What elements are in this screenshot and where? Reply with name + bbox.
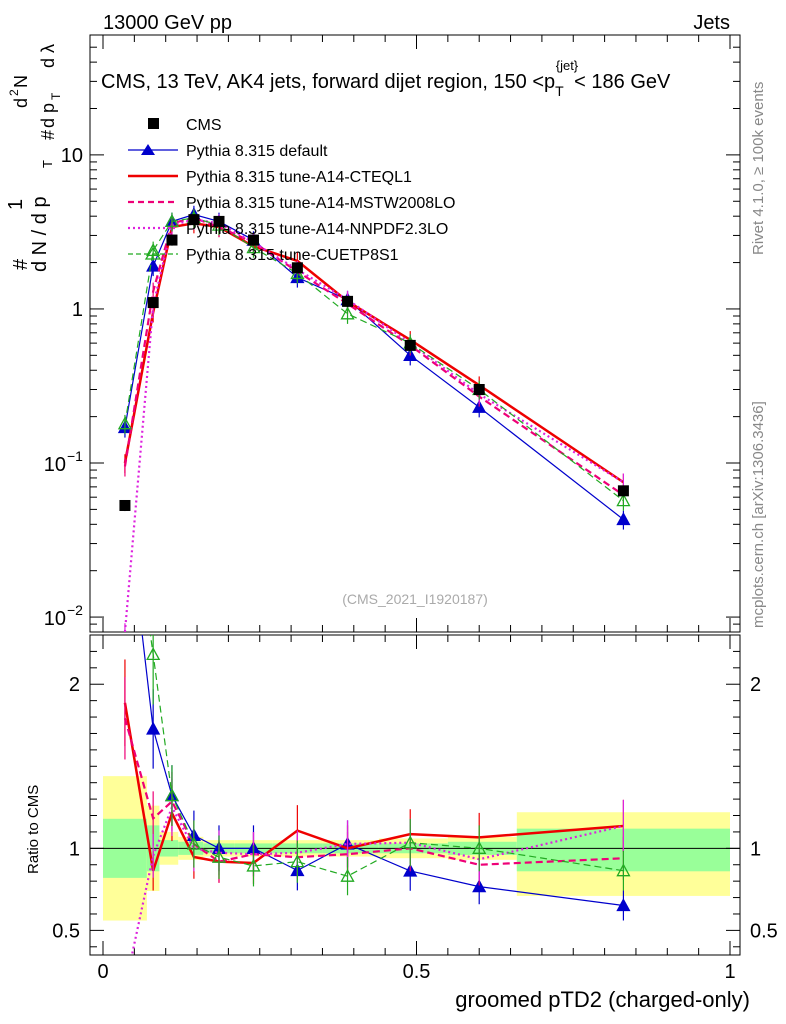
cms-data-point (473, 384, 485, 396)
chart-title: CMS, 13 TeV, AK4 jets, forward dijet reg… (101, 58, 671, 99)
ratio-y-tick-label-right-1: 1 (750, 838, 761, 860)
legend-default-label: Pythia 8.315 default (186, 143, 328, 160)
legend-entry-cms: CMS (148, 117, 222, 134)
y-label-one: 1 (5, 199, 27, 210)
cms-data-point (213, 215, 225, 227)
ratio-y-tick-label-right-2: 0.5 (750, 920, 778, 942)
legend-mstw-label: Pythia 8.315 tune-A14-MSTW2008LO (186, 195, 455, 212)
x-tick-label-2: 1 (724, 961, 735, 983)
main-point-cuetp8s1 (117, 416, 133, 430)
y-label-squared: 2 (7, 89, 21, 96)
cms-data-point (247, 234, 259, 246)
cms-data-point (166, 234, 178, 246)
y-label-dn-dpt: d N / d p (29, 196, 51, 272)
ratio-y-tick-label-left-1: 1 (69, 838, 80, 860)
ratio-point-cuetp8s1 (186, 836, 202, 850)
y-label-hash-1: # (10, 258, 32, 270)
main-point-default (146, 258, 161, 272)
main-series-layer (117, 205, 631, 632)
ratio-point-default (616, 898, 631, 912)
ratio-point-cuetp8s1 (246, 858, 261, 872)
x-tick-label-0: 0 (97, 961, 108, 983)
main-y-axis-label: # 1 d N / d p T # d p T d 2 N d λ (5, 44, 63, 272)
cms-data-point (188, 214, 200, 226)
cms-data-point (342, 295, 354, 307)
main-y-tick-label-0: 10 (61, 145, 83, 167)
title-sub-t: T (555, 83, 564, 99)
ratio-panel-frame (89, 634, 741, 956)
analysis-watermark: (CMS_2021_I1920187) (342, 591, 488, 607)
ratio-line-cuetp8s1 (149, 635, 624, 877)
ratio-y-tick-label-left-0: 2 (69, 674, 80, 696)
ratio-point-cuetp8s1 (616, 863, 631, 877)
ratio-point-default (472, 879, 487, 893)
legend-entry-mstw: Pythia 8.315 tune-A14-MSTW2008LO (128, 195, 455, 212)
x-axis-label: groomed pTD2 (charged-only) (455, 987, 750, 1012)
legend-cms-label: CMS (186, 117, 222, 134)
legend-nnpdf-label: Pythia 8.315 tune-A14-NNPDF2.3LO (186, 221, 448, 238)
ratio-point-cuetp8s1 (164, 788, 180, 802)
x-axis-ticks: 0 0.5 1 (97, 35, 736, 983)
legend-entry-cteql1: Pythia 8.315 tune-A14-CTEQL1 (128, 169, 412, 186)
main-point-cuetp8s1 (164, 214, 180, 228)
main-y-tick-label-2: 10 (44, 454, 66, 476)
y-label-n: N (11, 75, 31, 88)
title-sup-jet: {jet} (556, 58, 579, 73)
ratio-point-default (119, 480, 131, 491)
mcplots-label: mcplots.cern.ch [arXiv:1306.3436] (750, 401, 767, 628)
title-suffix: < 186 GeV (574, 71, 671, 93)
rivet-version-label: Rivet 4.1.0, ≥ 100k events (750, 82, 767, 255)
main-point-cuetp8s1 (616, 493, 631, 507)
main-y-tick-exp-2: −1 (67, 448, 83, 464)
ratio-y-tick-label-left-2: 0.5 (52, 920, 80, 942)
main-line-nnpdf (123, 218, 624, 632)
legend-cuetp8s1-label: Pythia 8.315 tune-CUETP8S1 (186, 247, 399, 264)
main-y-tick-label-1: 1 (72, 299, 83, 321)
main-point-cuetp8s1 (146, 243, 161, 257)
main-point-cuetp8s1 (246, 240, 261, 254)
ratio-point-cuetp8s1 (146, 647, 161, 661)
legend-cuetp8s1-marker (144, 246, 162, 260)
header-energy-label: 13000 GeV pp (103, 12, 232, 34)
y-label-d2: d (11, 98, 31, 108)
legend-cms-marker (148, 118, 159, 129)
ratio-point-cuetp8s1 (211, 849, 227, 863)
cms-data-point (617, 485, 629, 497)
main-y-tick-exp-3: −2 (67, 602, 83, 618)
ratio-y-axis-label: Ratio to CMS (25, 785, 42, 874)
header-jets-label: Jets (693, 12, 730, 34)
x-tick-label-1: 0.5 (403, 961, 431, 983)
ratio-y-axis-ticks: 2 2 1 1 0.5 0.5 (52, 634, 778, 948)
legend-entry-cuetp8s1: Pythia 8.315 tune-CUETP8S1 (128, 246, 399, 264)
ratio-point-cuetp8s1 (472, 840, 487, 854)
main-y-tick-label-3: 10 (44, 608, 66, 630)
cms-data-point (404, 339, 416, 351)
main-point-default (472, 399, 487, 413)
y-label-t-sub-2: T (49, 92, 63, 100)
ratio-series-layer (119, 480, 631, 955)
legend-cteql1-label: Pythia 8.315 tune-A14-CTEQL1 (186, 169, 412, 186)
main-point-cuetp8s1 (340, 306, 355, 320)
legend-default-marker (141, 144, 155, 155)
ratio-point-cuetp8s1 (290, 854, 305, 868)
y-label-hash-2: # (38, 130, 58, 140)
y-label-t-sub-1: T (40, 160, 55, 168)
cms-data-point (119, 499, 131, 511)
ratio-point-cuetp8s1 (340, 868, 355, 882)
legend-entry-default: Pythia 8.315 default (128, 143, 328, 160)
y-label-dlambda: d λ (38, 44, 58, 68)
title-prefix: CMS, 13 TeV, AK4 jets, forward dijet reg… (101, 71, 555, 93)
legend: CMS Pythia 8.315 default Pythia 8.315 tu… (128, 117, 455, 264)
legend-entry-nnpdf: Pythia 8.315 tune-A14-NNPDF2.3LO (128, 221, 448, 238)
ratio-point-default (146, 721, 161, 735)
cms-data-point (291, 262, 303, 274)
main-panel-frame (89, 34, 741, 633)
main-point-default (616, 512, 631, 526)
ratio-point-cuetp8s1 (403, 835, 418, 849)
ratio-y-tick-label-right-0: 2 (750, 674, 761, 696)
cms-data-point (147, 297, 159, 309)
y-label-dpt: d p (38, 103, 58, 128)
